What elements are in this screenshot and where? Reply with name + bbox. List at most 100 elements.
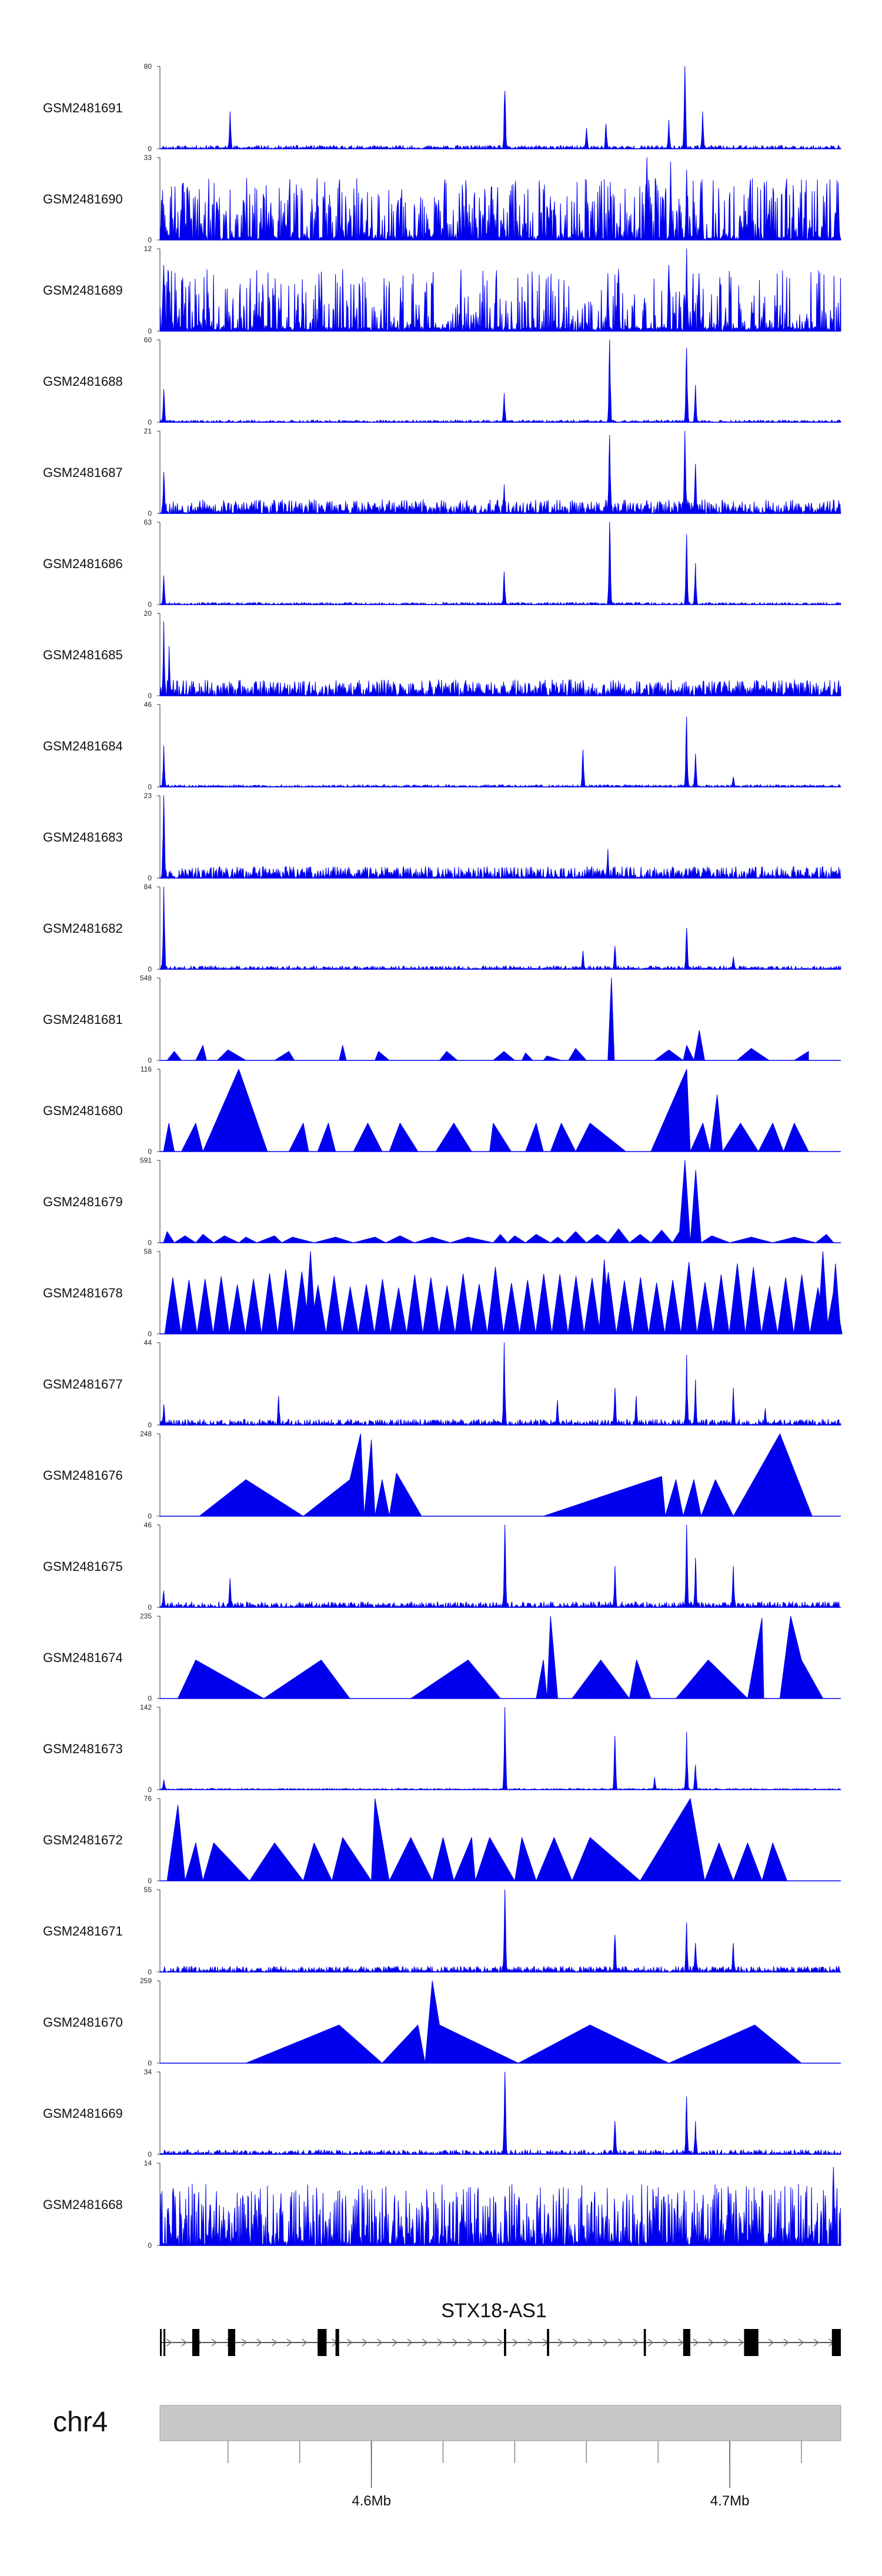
track-label: GSM2481688 — [43, 374, 123, 389]
gene-strand-arrow — [603, 2338, 609, 2347]
track-ymax-label: 591 — [140, 1156, 152, 1164]
gene-strand-arrow — [452, 2338, 458, 2347]
gene-strand-arrow — [286, 2338, 293, 2347]
track-GSM2481682: GSM2481682 84 0 — [43, 883, 841, 973]
gene-strand-arrow — [497, 2338, 503, 2347]
track-GSM2481689: GSM2481689 12 0 — [43, 245, 841, 335]
gene-strand-arrow — [617, 2338, 624, 2347]
gene-strand-arrow — [467, 2338, 473, 2347]
gene-strand-arrow — [768, 2338, 774, 2347]
track-ymax-label: 259 — [140, 1977, 152, 1985]
track-label: GSM2481670 — [43, 2015, 123, 2030]
track-ymin-label: 0 — [148, 2059, 152, 2067]
track-ymin-label: 0 — [148, 2241, 152, 2250]
track-label: GSM2481685 — [43, 648, 123, 662]
track-signal — [159, 339, 841, 423]
track-ymin-label: 0 — [148, 600, 152, 609]
track-ymin-label: 0 — [148, 965, 152, 973]
track-label: GSM2481687 — [43, 465, 123, 480]
track-signal — [159, 795, 841, 879]
track-signal — [166, 977, 809, 1061]
gene-strand-arrow — [633, 2338, 639, 2347]
axis-tick-label: 4.7Mb — [710, 2493, 750, 2509]
track-ymax-label: 58 — [144, 1247, 152, 1256]
gene-strand-arrow — [271, 2338, 278, 2347]
track-label: GSM2481682 — [43, 921, 123, 936]
gene-model — [160, 2329, 841, 2356]
track-signal — [164, 1251, 843, 1334]
track-GSM2481673: GSM2481673 142 0 — [43, 1703, 841, 1794]
track-signal — [245, 1980, 802, 2064]
track-signal — [159, 1342, 841, 1426]
genome-axis: 4.6Mb 4.7Mb — [228, 2441, 802, 2509]
gene-exon — [160, 2329, 162, 2356]
track-ymax-label: 23 — [144, 792, 152, 800]
track-GSM2481676: GSM2481676 248 0 — [43, 1430, 841, 1520]
track-label: GSM2481671 — [43, 1924, 123, 1938]
gene-strand-arrow — [256, 2338, 263, 2347]
gene-exon — [163, 2329, 166, 2356]
track-GSM2481669: GSM2481669 34 0 — [43, 2068, 841, 2158]
ideogram-track: chr4 4.6Mb 4.7Mb — [53, 2405, 841, 2509]
gene-exon — [318, 2329, 327, 2356]
gene-strand-arrow — [362, 2338, 368, 2347]
track-ymax-label: 80 — [144, 62, 152, 71]
gene-strand-arrow — [302, 2338, 308, 2347]
track-signal — [159, 1707, 841, 1790]
track-label: GSM2481681 — [43, 1012, 123, 1027]
track-label: GSM2481677 — [43, 1377, 123, 1392]
tracks-layer: GSM2481691800GSM2481690330GSM2481689120G… — [43, 62, 843, 2250]
track-signal — [159, 886, 841, 970]
track-ymax-label: 55 — [144, 1886, 152, 1894]
track-GSM2481671: GSM2481671 55 0 — [43, 1886, 841, 1976]
track-GSM2481685: GSM2481685 20 0 — [43, 609, 841, 700]
track-label: GSM2481686 — [43, 556, 123, 571]
track-label: GSM2481684 — [43, 739, 123, 753]
gene-strand-arrow — [241, 2338, 248, 2347]
gene-exon — [643, 2329, 646, 2356]
track-signal — [159, 1889, 841, 1973]
track-label: GSM2481669 — [43, 2106, 123, 2121]
track-ymin-label: 0 — [148, 1877, 152, 1885]
track-ymax-label: 21 — [144, 427, 152, 435]
track-GSM2481690: GSM2481690 33 0 — [43, 154, 841, 244]
track-ymin-label: 0 — [148, 1512, 152, 1520]
gene-strand-arrow — [166, 2338, 172, 2347]
track-ymax-label: 142 — [140, 1703, 152, 1711]
gene-strand-arrow — [181, 2338, 188, 2347]
track-ymax-label: 63 — [144, 518, 152, 526]
gene-exon — [504, 2329, 506, 2356]
track-ymax-label: 34 — [144, 2068, 152, 2076]
track-ymax-label: 46 — [144, 1521, 152, 1529]
track-GSM2481668: GSM2481668 14 0 — [43, 2159, 841, 2250]
gene-exon — [192, 2329, 200, 2356]
track-signal — [166, 1798, 816, 1881]
track-signal — [159, 2167, 841, 2246]
gene-strand-arrow — [407, 2338, 413, 2347]
track-ymax-label: 76 — [144, 1794, 152, 1803]
track-ymin-label: 0 — [148, 1603, 152, 1611]
track-label: GSM2481678 — [43, 1286, 123, 1300]
gene-exon — [831, 2329, 841, 2356]
track-signal — [163, 1160, 841, 1243]
track-ymin-label: 0 — [148, 236, 152, 244]
gene-strand-arrow — [587, 2338, 594, 2347]
track-label: GSM2481679 — [43, 1194, 123, 1209]
gene-strand-arrow — [813, 2338, 820, 2347]
track-label: GSM2481673 — [43, 1741, 123, 1756]
track-label: GSM2481680 — [43, 1103, 123, 1118]
track-ymin-label: 0 — [148, 1147, 152, 1156]
track-signal — [159, 1524, 841, 1608]
track-signal — [163, 1069, 809, 1152]
track-GSM2481672: GSM2481672 76 0 — [43, 1794, 841, 1885]
gene-strand-arrow — [377, 2338, 383, 2347]
track-ymax-label: 235 — [140, 1612, 152, 1620]
track-signal — [159, 522, 841, 605]
chromosome-ideogram — [159, 2405, 841, 2441]
track-signal — [159, 621, 841, 696]
track-signal — [159, 716, 841, 788]
track-ymin-label: 0 — [148, 1056, 152, 1065]
gene-strand-arrow — [346, 2338, 353, 2347]
track-ymax-label: 12 — [144, 245, 152, 253]
